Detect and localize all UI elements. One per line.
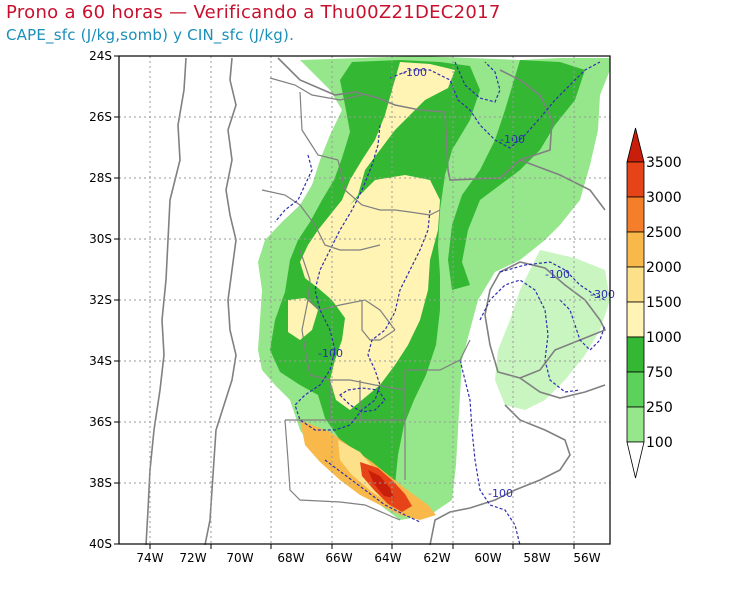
colorbar-segment <box>626 301 645 338</box>
lon-labels: 74W 72W 70W 68W 66W 64W 62W 60W 58W 56W <box>136 551 600 565</box>
tick-marks <box>114 55 575 549</box>
colorbar-segment <box>626 336 645 373</box>
lat-label: 40S <box>89 537 112 551</box>
colorbar-segment <box>626 266 645 303</box>
lon-label: 60W <box>474 551 501 565</box>
lon-label: 62W <box>423 551 450 565</box>
cin-label: -100 <box>488 487 513 500</box>
cin-label: -100 <box>402 66 427 79</box>
cape-region-darkred <box>368 470 394 498</box>
cin-contour-north <box>389 61 601 149</box>
lat-label: 36S <box>89 415 112 429</box>
atlantic-coast <box>429 377 606 546</box>
cape-region-yellow <box>300 62 455 410</box>
colorbar-label: 2000 <box>646 260 682 276</box>
colorbar-label: 2500 <box>646 225 682 241</box>
cape-region-lightest <box>495 250 610 410</box>
cin-contour-far-east <box>559 299 606 351</box>
uruguay-border <box>484 261 607 379</box>
lon-label: 72W <box>179 551 206 565</box>
colorbar-label: 3000 <box>646 190 682 206</box>
colorbar-label: 3500 <box>646 155 682 171</box>
cape-shading <box>258 56 610 520</box>
colorbar-segment <box>626 231 645 268</box>
graticule <box>119 56 610 544</box>
lon-label: 74W <box>136 551 163 565</box>
lon-label: 58W <box>523 551 550 565</box>
map-title: Prono a 60 horas — Verificando a Thu00Z2… <box>6 2 501 23</box>
cin-label: -300 <box>590 288 615 301</box>
lat-label: 26S <box>89 110 112 124</box>
lat-label: 38S <box>89 476 112 490</box>
lon-label: 70W <box>226 551 253 565</box>
lat-label: 28S <box>89 171 112 185</box>
colorbar-label: 1500 <box>646 295 682 311</box>
pacific-coast <box>145 57 187 546</box>
lat-labels: 24S 26S 28S 30S 32S 34S 36S 38S 40S <box>89 49 112 551</box>
province-borders <box>261 77 471 521</box>
colorbar <box>626 127 645 479</box>
cin-label: -100 <box>318 347 343 360</box>
cin-contour-north-2 <box>454 61 501 103</box>
lat-label: 30S <box>89 232 112 246</box>
colorbar-segment <box>626 161 645 198</box>
lon-label: 56W <box>573 551 600 565</box>
lon-label: 68W <box>277 551 304 565</box>
colorbar-segment <box>626 406 645 443</box>
cin-contours <box>274 61 606 546</box>
north-border <box>277 57 446 113</box>
andes-border <box>204 57 237 546</box>
lat-label: 24S <box>89 49 112 63</box>
cin-contour-central <box>294 124 431 431</box>
cin-label: -100 <box>545 268 570 281</box>
misiones-border <box>519 159 606 211</box>
lat-label: 32S <box>89 293 112 307</box>
colorbar-label: 750 <box>646 365 673 381</box>
lon-label: 64W <box>374 551 401 565</box>
lat-label: 34S <box>89 354 112 368</box>
cin-labels: -100 -100 -100 -100 -300 -100 <box>318 66 615 500</box>
cin-contour-west <box>274 154 313 223</box>
colorbar-label: 100 <box>646 435 673 451</box>
cape-region-yellow-west <box>288 298 318 340</box>
colorbar-segment <box>626 196 645 233</box>
borders <box>145 57 607 546</box>
colorbar-segment <box>626 371 645 408</box>
map-subtitle: CAPE_sfc (J/kg,somb) y CIN_sfc (J/kg). <box>6 26 295 44</box>
colorbar-label: 250 <box>646 400 673 416</box>
lon-label: 66W <box>325 551 352 565</box>
colorbar-top-arrow <box>626 127 645 163</box>
colorbar-labels: 3500 3000 2500 2000 1500 1000 750 250 10… <box>646 155 682 451</box>
cin-contour-south <box>324 459 421 523</box>
colorbar-bottom-arrow <box>626 441 645 479</box>
cin-label: -100 <box>500 133 525 146</box>
colorbar-label: 1000 <box>646 330 682 346</box>
cin-contour-east <box>459 261 606 546</box>
paraguay-border <box>444 69 553 181</box>
cin-contour-central-2 <box>339 387 386 413</box>
